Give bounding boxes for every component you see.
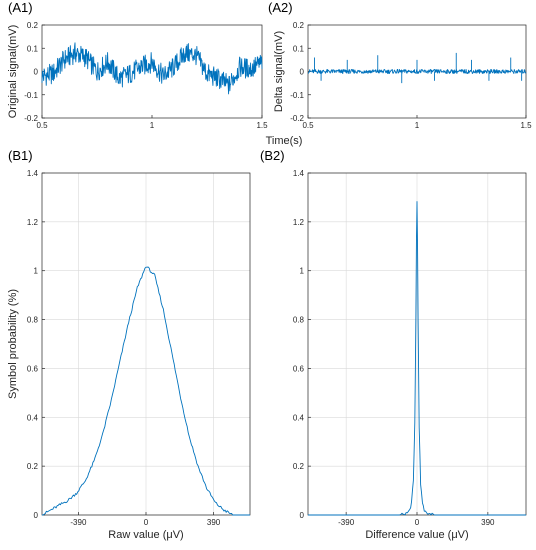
y-axis-label: Original signal(mV)	[7, 25, 19, 119]
x-tick-label: 390	[207, 518, 221, 527]
x-tick-label: 390	[481, 518, 495, 527]
x-tick-label: 1.5	[520, 121, 532, 130]
x-axis-label: Difference value (μV)	[365, 529, 468, 541]
panel-label: (B1)	[8, 148, 33, 163]
y-tick-label: -0.2	[24, 114, 38, 123]
y-axis-label: Symbol probability (%)	[7, 289, 19, 399]
y-tick-label: 0.4	[27, 413, 39, 422]
y-tick-label: 1.2	[27, 218, 39, 227]
chart-panel-1: 0.5 1 1.5 -0.2 -0.1 0 0.1 0.2 (A1) Original signa…	[7, 0, 268, 130]
y-tick-label: -0.1	[24, 91, 38, 100]
y-tick-label: 1	[300, 267, 305, 276]
y-tick-label: 0.2	[293, 21, 305, 30]
plot-frame	[41, 24, 263, 119]
x-axis-label: Time(s)	[266, 135, 303, 147]
y-tick-label: 0.1	[293, 44, 305, 53]
y-tick-label: 1.4	[27, 169, 39, 178]
x-tick-label: -390	[70, 518, 87, 527]
series-line	[41, 42, 263, 95]
series-line	[42, 266, 250, 516]
x-tick-label: 1	[150, 121, 155, 130]
y-axis-label: Delta signal(mV)	[273, 31, 285, 112]
y-tick-label: 0	[34, 511, 39, 520]
y-tick-label: -0.2	[290, 114, 304, 123]
chart-panel-4: -390 0 390 0 0.2 0.4 0.6 0.8 1 1.2 1.4 (B2) Differen…	[260, 148, 527, 541]
y-tick-label: 0	[300, 511, 305, 520]
series-line	[307, 68, 527, 75]
x-tick-label: 0.5	[36, 121, 48, 130]
y-tick-label: 0	[300, 68, 305, 77]
x-tick-label: 0.5	[302, 121, 314, 130]
x-tick-label: 1.5	[256, 121, 268, 130]
y-tick-label: 0.4	[293, 413, 305, 422]
y-tick-label: 0.8	[27, 316, 39, 325]
panel-label: (A2)	[268, 0, 293, 15]
y-tick-label: -0.1	[290, 91, 304, 100]
y-tick-label: 0.2	[27, 21, 39, 30]
y-tick-label: 0.2	[293, 462, 305, 471]
series-line	[308, 201, 526, 516]
x-tick-label: -390	[338, 518, 355, 527]
x-tick-label: 0	[415, 518, 420, 527]
x-tick-label: 1	[415, 121, 420, 130]
y-tick-label: 0.6	[293, 364, 305, 373]
y-tick-label: 0.2	[27, 462, 39, 471]
y-tick-label: 1	[34, 267, 39, 276]
chart-panel-2: 0.5 1 1.5 -0.2 -0.1 0 0.1 0.2(A2) Delta signal(m…	[266, 0, 533, 147]
panel-label: (A1)	[8, 0, 33, 15]
x-tick-label: 0	[144, 518, 149, 527]
panel-label: (B2)	[260, 148, 285, 163]
x-axis-label: Raw value (μV)	[108, 529, 183, 541]
y-tick-label: 0.6	[27, 364, 39, 373]
y-tick-label: 0.8	[293, 316, 305, 325]
chart-panel-3: -390 0 390 0 0.2 0.4 0.6 0.8 1 1.2 1.4 (B1) Symbol p…	[7, 148, 251, 541]
y-tick-label: 1.4	[293, 169, 305, 178]
y-tick-label: 0.1	[27, 44, 39, 53]
y-tick-label: 1.2	[293, 218, 305, 227]
y-tick-label: 0	[34, 68, 39, 77]
